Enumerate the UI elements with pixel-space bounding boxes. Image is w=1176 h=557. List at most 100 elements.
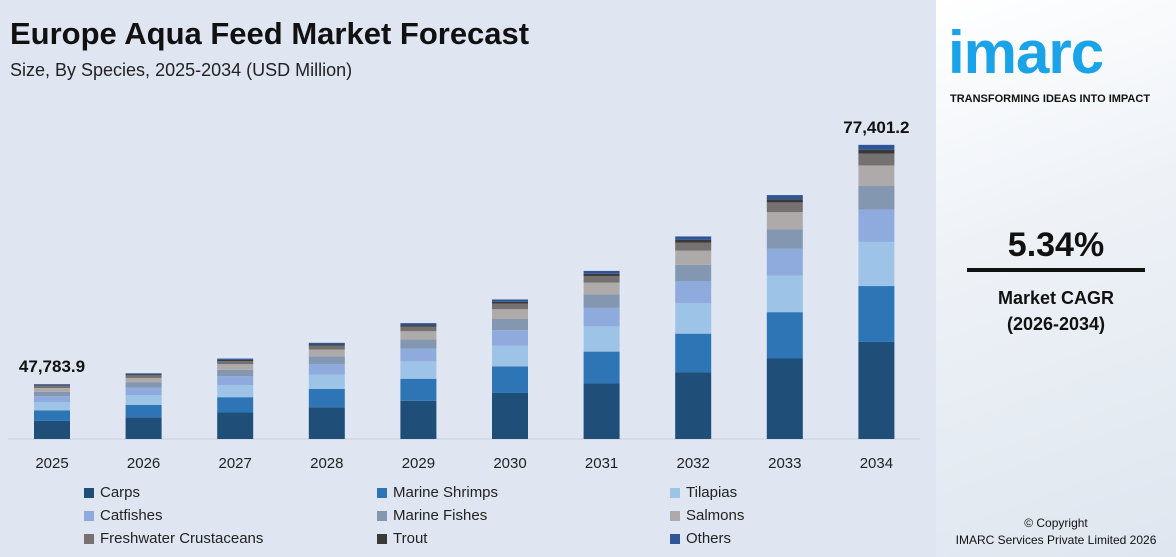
cagr-period: (2026-2034): [1006, 314, 1106, 334]
bar-segment-tilapias-2027: [217, 385, 254, 398]
x-tick-label: 2029: [402, 455, 435, 472]
bar-segment-tilapias-2034: [858, 241, 895, 287]
bar-segment-salmons-2030: [492, 309, 528, 320]
divider: [967, 268, 1145, 272]
legend-swatch: [670, 510, 680, 521]
x-tick-label: 2025: [35, 455, 68, 472]
bar-segment-catfishes-2026: [125, 387, 162, 396]
x-tick-label: 2030: [493, 455, 526, 472]
bar-segment-tilapias-2026: [125, 395, 162, 405]
legend-swatch: [377, 487, 387, 498]
copyright-line-2: IMARC Services Private Limited 2026: [955, 533, 1157, 547]
bar-segment-marine-shrimps-2025: [34, 410, 70, 421]
bar-segment-marine-shrimps-2026: [125, 404, 162, 418]
bar-segment-salmons-2028: [308, 349, 345, 357]
copyright-line-1: © Copyright: [1024, 516, 1088, 530]
bar-segment-marine-fishes-2033: [766, 229, 803, 249]
bar-segment-marine-fishes-2034: [858, 186, 895, 210]
bar-segment-marine-fishes-2025: [34, 391, 70, 397]
bar-segment-catfishes-2029: [400, 348, 437, 362]
legend-label: Marine Shrimps: [393, 484, 499, 501]
bar-segment-catfishes-2031: [583, 307, 620, 327]
bar-segment-others-2031: [583, 270, 620, 274]
bar-segment-catfishes-2032: [675, 280, 712, 304]
bar-segment-carps-2033: [766, 358, 803, 439]
legend-swatch: [377, 510, 387, 521]
legend-swatch: [84, 487, 94, 498]
legend-item: Freshwater Crustaceans: [84, 530, 263, 547]
bar-segment-trout-2031: [583, 273, 620, 276]
bar-segment-freshwater-crustaceans-2030: [492, 303, 528, 310]
bar-segment-others-2028: [308, 342, 345, 345]
bar-segment-others-2029: [400, 323, 437, 326]
legend-label: Salmons: [686, 507, 745, 524]
bar-segment-marine-shrimps-2030: [492, 366, 528, 393]
bar-segment-marine-fishes-2026: [125, 382, 162, 388]
bar-segment-catfishes-2034: [858, 209, 895, 242]
stacked-bar-chart: 2025 47,783.9 2026 2027 2028 2029 2030 2031 2032…: [8, 118, 920, 472]
bar-segment-carps-2029: [400, 400, 437, 439]
bar-segment-trout-2034: [858, 149, 895, 154]
legend-label: Carps: [100, 484, 141, 501]
bar-segment-salmons-2031: [583, 282, 620, 295]
data-label-2034: 77,401.2: [843, 118, 909, 137]
x-tick-label: 2026: [127, 455, 160, 472]
bar-segment-marine-fishes-2027: [217, 369, 254, 377]
legend-swatch: [670, 533, 680, 544]
legend-item: Catfishes: [84, 507, 163, 524]
bar-segment-freshwater-crustaceans-2032: [675, 242, 712, 251]
bar-segment-freshwater-crustaceans-2029: [400, 326, 437, 332]
bar-segment-freshwater-crustaceans-2028: [308, 345, 345, 350]
bar-segment-salmons-2034: [858, 165, 895, 187]
bar-segment-salmons-2025: [34, 388, 70, 392]
bar-segment-tilapias-2028: [308, 374, 345, 389]
bar-segment-trout-2030: [492, 301, 528, 304]
bar-segment-salmons-2032: [675, 250, 712, 265]
bar-segment-tilapias-2032: [675, 303, 712, 334]
bar-segment-trout-2026: [125, 374, 162, 376]
bar-segment-marine-shrimps-2029: [400, 378, 437, 401]
legend-item: Salmons: [670, 507, 744, 524]
bar-segment-others-2026: [125, 373, 162, 375]
info-panel: imarc TRANSFORMING IDEAS INTO IMPACT 5.3…: [936, 0, 1176, 557]
legend-item: Marine Shrimps: [377, 484, 498, 501]
bar-segment-salmons-2029: [400, 331, 437, 340]
cagr-value: 5.34%: [1007, 226, 1105, 264]
bar-segment-freshwater-crustaceans-2031: [583, 275, 620, 283]
x-tick-label: 2032: [677, 455, 710, 472]
x-tick-label: 2034: [860, 455, 893, 472]
bar-segment-carps-2026: [125, 417, 162, 439]
bar-segment-catfishes-2033: [766, 248, 803, 276]
bar-segment-carps-2027: [217, 412, 254, 439]
bar-segment-trout-2032: [675, 239, 712, 243]
legend-label: Tilapias: [686, 484, 738, 501]
legend-item: Others: [670, 530, 731, 547]
chart-subtitle: Size, By Species, 2025-2034 (USD Million…: [10, 60, 353, 80]
legend-label: Others: [686, 530, 732, 547]
bar-segment-trout-2033: [766, 199, 803, 203]
bar-segment-tilapias-2025: [34, 402, 70, 411]
bar-segment-catfishes-2025: [34, 396, 70, 403]
legend-label: Freshwater Crustaceans: [100, 530, 264, 547]
bar-segment-freshwater-crustaceans-2033: [766, 202, 803, 213]
legend-swatch: [377, 533, 387, 544]
legend-swatch: [84, 533, 94, 544]
bar-segment-carps-2030: [492, 392, 528, 439]
bar-segment-carps-2032: [675, 372, 712, 439]
legend-label: Marine Fishes: [393, 507, 488, 524]
bar-segment-marine-fishes-2028: [308, 356, 345, 364]
bar-segment-catfishes-2027: [217, 376, 254, 386]
bar-segment-others-2034: [858, 144, 895, 150]
legend-label: Catfishes: [100, 507, 163, 524]
imarc-logo: imarc: [948, 19, 1104, 86]
x-tick-label: 2028: [310, 455, 343, 472]
legend-item: Marine Fishes: [377, 507, 487, 524]
cagr-label: Market CAGR (2026-2034): [936, 285, 1176, 337]
bar-segment-freshwater-crustaceans-2027: [217, 360, 254, 365]
bar-segment-marine-fishes-2030: [492, 319, 528, 331]
bar-segment-marine-shrimps-2034: [858, 286, 895, 342]
bar-segment-salmons-2033: [766, 212, 803, 230]
bar-segment-salmons-2027: [217, 364, 254, 370]
copyright: © Copyright IMARC Services Private Limit…: [936, 515, 1176, 549]
x-tick-label: 2031: [585, 455, 618, 472]
